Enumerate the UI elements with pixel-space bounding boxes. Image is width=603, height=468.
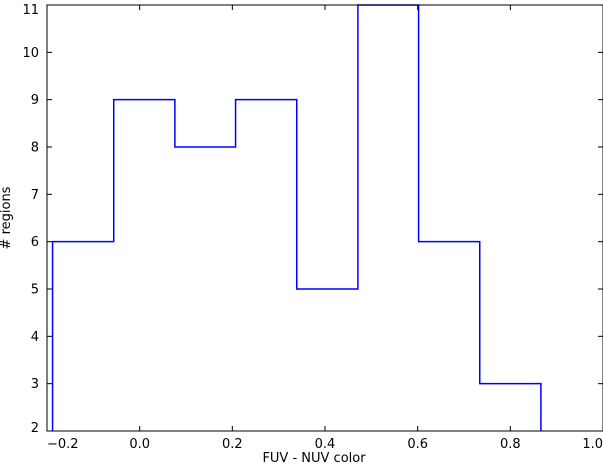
x-tick-label: 0.8 bbox=[500, 437, 521, 452]
histogram-step-line bbox=[51, 4, 542, 431]
y-tick-label: 7 bbox=[31, 188, 39, 203]
x-tick-label: 0.6 bbox=[407, 437, 428, 452]
x-tick-label: 0.2 bbox=[222, 437, 243, 452]
y-tick-label: 11 bbox=[22, 3, 39, 18]
y-tick-label: 4 bbox=[31, 330, 39, 345]
y-tick-label: 5 bbox=[31, 283, 39, 298]
plot-background bbox=[47, 5, 603, 431]
x-tick-label: 0.4 bbox=[315, 437, 336, 452]
y-tick-label: 2 bbox=[31, 421, 39, 436]
y-tick-label: 6 bbox=[31, 235, 39, 250]
y-axis-ticks: 2 3 4 5 6 7 8 9 10 11 bbox=[22, 3, 603, 436]
x-tick-label: 0.0 bbox=[129, 437, 150, 452]
y-tick-label: 8 bbox=[31, 141, 39, 156]
y-tick-label: 9 bbox=[31, 93, 39, 108]
y-tick-label: 3 bbox=[31, 377, 39, 392]
y-axis-label: # regions bbox=[0, 186, 14, 249]
x-tick-label: −0.2 bbox=[47, 437, 79, 452]
x-axis-ticks: −0.2 0.0 0.2 0.4 0.6 0.8 1.0 bbox=[46, 5, 603, 452]
x-axis-label: FUV - NUV color bbox=[262, 451, 366, 464]
x-tick-label: 1.0 bbox=[582, 437, 603, 452]
y-tick-label: 10 bbox=[22, 46, 39, 61]
